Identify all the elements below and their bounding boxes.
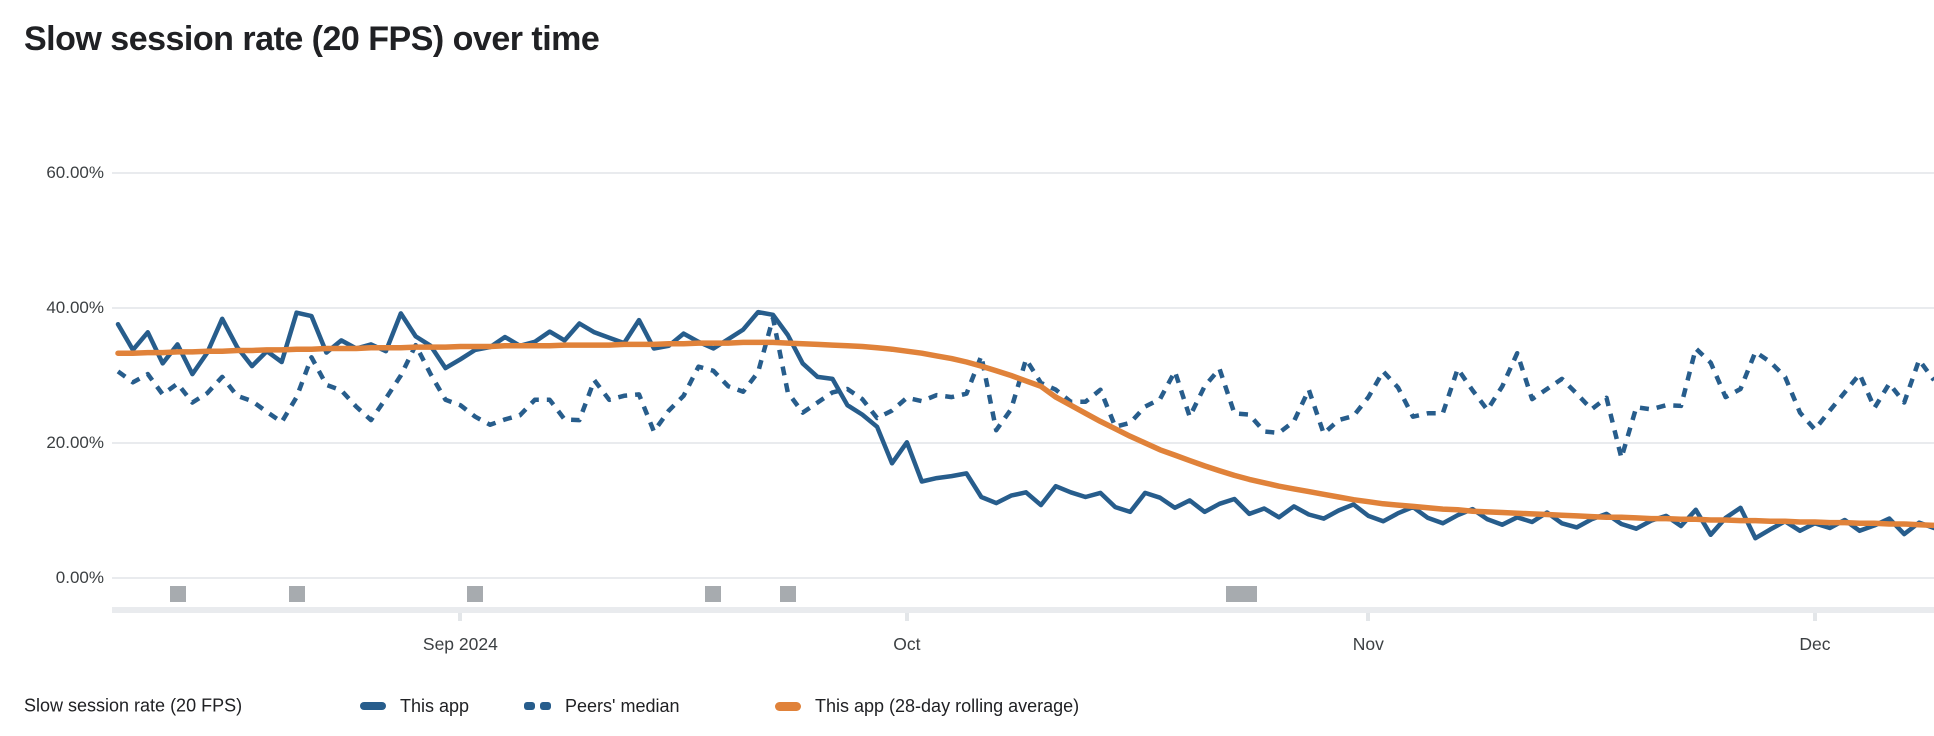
legend-item-label: Peers' median bbox=[565, 695, 680, 716]
series-line-peers-median[interactable] bbox=[116, 315, 1934, 461]
release-marker-icon[interactable] bbox=[169, 586, 186, 602]
release-marker-icon[interactable] bbox=[1226, 586, 1243, 602]
release-marker-icon[interactable] bbox=[288, 586, 305, 602]
legend-item-label: This app bbox=[400, 695, 470, 716]
legend-item-this-app: This app bbox=[360, 686, 469, 726]
release-marker-icon[interactable] bbox=[1241, 586, 1258, 602]
x-axis-tick-label: Oct bbox=[893, 634, 921, 654]
x-axis-tick-label: Nov bbox=[1352, 634, 1384, 654]
legend-axis-title: Slow session rate (20 FPS) bbox=[24, 695, 243, 716]
release-marker-icon[interactable] bbox=[705, 586, 722, 602]
series-line-rolling-average[interactable] bbox=[115, 339, 1934, 529]
gridline bbox=[112, 577, 1934, 579]
gridline bbox=[112, 442, 1934, 444]
x-axis-tick bbox=[1366, 613, 1371, 621]
x-axis-tick bbox=[458, 613, 463, 621]
this-app-swatch-icon bbox=[360, 702, 386, 710]
x-axis-tick-label: Dec bbox=[1799, 634, 1831, 654]
peers-median-swatch-icon bbox=[524, 702, 551, 710]
x-axis-tick-label: Sep 2024 bbox=[422, 634, 498, 654]
gridline bbox=[112, 307, 1934, 309]
y-axis-tick-label: 0.00% bbox=[55, 568, 104, 587]
x-axis-band bbox=[112, 607, 1934, 613]
gridline bbox=[112, 172, 1934, 174]
chart-legend: Slow session rate (20 FPS) This app Peer… bbox=[0, 686, 1934, 726]
series-line-this-app[interactable] bbox=[115, 309, 1934, 541]
x-axis-tick bbox=[1812, 613, 1817, 621]
page-title: Slow session rate (20 FPS) over time bbox=[24, 20, 600, 58]
y-axis-tick-label: 40.00% bbox=[46, 298, 104, 317]
y-axis-tick-label: 60.00% bbox=[46, 163, 104, 182]
release-marker-icon[interactable] bbox=[467, 586, 484, 602]
legend-item-peers-median: Peers' median bbox=[524, 686, 680, 726]
release-marker-icon[interactable] bbox=[779, 586, 796, 602]
legend-item-label: This app (28-day rolling average) bbox=[815, 695, 1080, 716]
rolling-average-swatch-icon bbox=[775, 701, 801, 711]
legend-item-rolling-average: This app (28-day rolling average) bbox=[775, 686, 1079, 726]
x-axis-tick bbox=[904, 613, 909, 621]
y-axis-tick-label: 20.00% bbox=[46, 433, 104, 452]
